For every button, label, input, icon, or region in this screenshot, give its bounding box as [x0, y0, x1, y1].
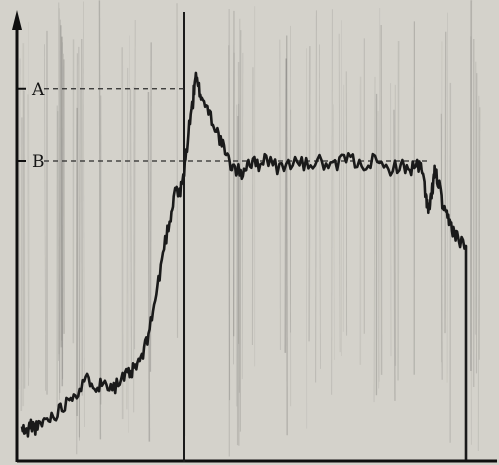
film-streak [76, 53, 78, 455]
film-streak [331, 9, 333, 395]
film-streak [251, 67, 254, 346]
y-axis-arrow-icon [12, 10, 22, 30]
film-streak [128, 35, 130, 433]
film-streak [345, 71, 348, 336]
film-streak [20, 117, 23, 411]
film-streak [373, 76, 376, 403]
film-streak [83, 1, 85, 428]
film-streak [478, 107, 481, 360]
film-streak [28, 21, 30, 369]
film-streak [444, 31, 447, 334]
film-streak [285, 35, 288, 436]
film-streak [241, 52, 244, 380]
film-streak [81, 39, 83, 396]
series-line [20, 71, 468, 460]
film-streak [319, 44, 321, 369]
film-streak [98, 0, 102, 440]
reference-label-a: A [31, 80, 45, 100]
film-streak [57, 111, 59, 362]
film-streak [393, 109, 396, 401]
film-streak [477, 95, 480, 451]
film-streak [79, 87, 81, 441]
film-streak [333, 104, 335, 360]
film-streak [342, 84, 345, 332]
film-streak [315, 10, 317, 383]
film-streak [61, 42, 63, 341]
film-streak [338, 33, 341, 353]
film-streak [58, 2, 60, 400]
film-streak [62, 53, 64, 380]
reference-label-b: B [32, 152, 45, 172]
film-streak [228, 45, 231, 401]
film-streak [279, 39, 281, 350]
film-streak [397, 40, 400, 381]
film-streak [130, 88, 132, 370]
film-streak [134, 19, 136, 350]
reference-lines: AB [17, 80, 430, 172]
film-streak [233, 52, 235, 365]
film-streak [44, 44, 46, 391]
film-streak [308, 46, 311, 342]
film-streak [440, 113, 443, 380]
background-streaks [18, 0, 481, 457]
film-streak [284, 58, 288, 353]
film-streak [126, 67, 129, 410]
film-streak [377, 110, 380, 389]
film-streak [18, 58, 21, 390]
film-streak [446, 12, 448, 383]
film-streak [147, 91, 151, 442]
